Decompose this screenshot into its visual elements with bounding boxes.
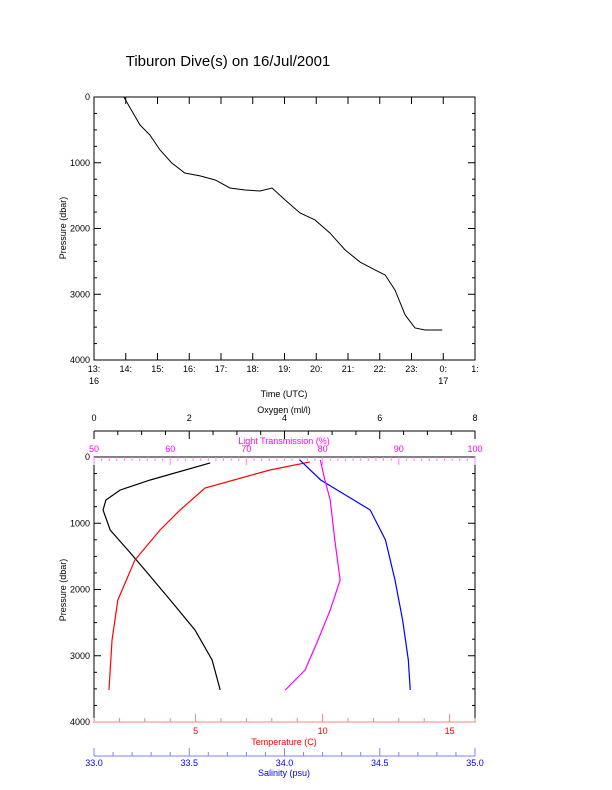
oxygen-tick-label: 2: [187, 413, 192, 423]
oxygen-tick-label: 8: [472, 413, 477, 423]
y-tick-label: 2000: [70, 224, 90, 234]
salinity-axis-label: Salinity (psu): [258, 768, 310, 778]
oxygen-tick-label: 4: [282, 413, 287, 423]
chart-title: Tiburon Dive(s) on 16/Jul/2001: [126, 53, 331, 70]
x-tick-label: 0:: [439, 364, 447, 374]
y-axis-label: Pressure (dbar): [58, 559, 68, 622]
x-tick-label: 16:: [183, 364, 196, 374]
x-tick-label: 18:: [246, 364, 259, 374]
light-tick-label: 60: [165, 444, 175, 454]
light-axis-label: Light Transmission (%): [238, 436, 330, 446]
x-tick-label: 23:: [405, 364, 418, 374]
y-tick-label: 1000: [70, 518, 90, 528]
x-tick-label: 1:: [471, 364, 479, 374]
light-tick-label: 50: [89, 444, 99, 454]
plot-frame: [93, 456, 476, 723]
light-tick-label: 80: [318, 444, 328, 454]
y-tick-label: 0: [85, 92, 90, 102]
y-tick-label: 4000: [70, 355, 90, 365]
y-tick-label: 4000: [70, 717, 90, 727]
salinity-tick-label: 34.0: [276, 758, 294, 768]
x-tick-label: 13:: [88, 364, 101, 374]
light-tick-label: 70: [241, 444, 251, 454]
temperature-axis-label: Temperature (C): [251, 737, 317, 747]
temperature-profile-line: [108, 461, 311, 691]
x-tick-date: 17: [438, 376, 448, 386]
x-tick-label: 22:: [373, 364, 386, 374]
light-tick-label: 100: [467, 444, 482, 454]
x-tick-date: 16: [89, 376, 99, 386]
y-tick-label: 3000: [70, 651, 90, 661]
x-tick-label: 17:: [215, 364, 228, 374]
y-tick-label: 3000: [70, 289, 90, 299]
x-tick-label: 14:: [119, 364, 132, 374]
temperature-tick-label: 10: [318, 726, 328, 736]
temperature-tick-label: 15: [445, 726, 455, 736]
y-tick-label: 1000: [70, 158, 90, 168]
x-tick-label: 21:: [342, 364, 355, 374]
oxygen-axis-label: Oxygen (ml/l): [257, 405, 311, 415]
x-tick-label: 15:: [151, 364, 164, 374]
oxygen-tick-label: 6: [377, 413, 382, 423]
x-axis-label: Time (UTC): [261, 389, 308, 399]
y-tick-label: 2000: [70, 585, 90, 595]
salinity-tick-label: 34.5: [371, 758, 389, 768]
dive-track-line: [123, 96, 443, 331]
light-profile-line: [284, 459, 341, 691]
salinity-profile-line: [299, 459, 411, 691]
y-axis-label: Pressure (dbar): [58, 197, 68, 260]
salinity-tick-label: 35.0: [466, 758, 484, 768]
y-tick-label: 0: [85, 452, 90, 462]
salinity-tick-label: 33.0: [85, 758, 103, 768]
salinity-tick-label: 33.5: [180, 758, 198, 768]
oxygen-profile-line: [102, 462, 221, 691]
x-tick-label: 19:: [278, 364, 291, 374]
x-tick-label: 20:: [310, 364, 323, 374]
oxygen-tick-label: 0: [91, 413, 96, 423]
temperature-tick-label: 5: [193, 726, 198, 736]
light-tick-label: 90: [394, 444, 404, 454]
